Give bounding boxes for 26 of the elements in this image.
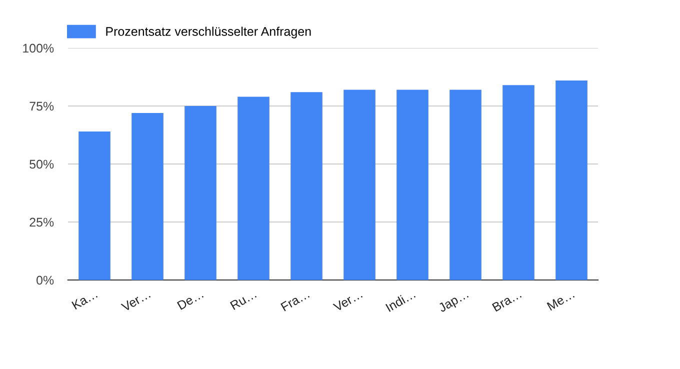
- legend-label: Prozentsatz verschlüsselter Anfragen: [106, 26, 311, 38]
- bar: [132, 112, 164, 280]
- bar: [184, 106, 216, 280]
- bar: [450, 90, 482, 280]
- bar: [290, 92, 322, 280]
- bar: [344, 90, 376, 280]
- x-tick-label: Fra…: [280, 290, 310, 312]
- bar: [502, 85, 534, 280]
- x-tick-label: Ka…: [72, 290, 98, 310]
- y-tick-label: 0%: [36, 276, 54, 285]
- bar: [556, 80, 588, 280]
- bar: [396, 90, 428, 280]
- x-tick-label: Ver…: [120, 290, 151, 312]
- y-tick-label: 75%: [30, 102, 54, 111]
- x-tick-label: Bra…: [492, 290, 522, 312]
- bar: [238, 96, 270, 280]
- x-tick-label: Jap…: [438, 290, 470, 315]
- bar: [78, 132, 110, 280]
- y-tick-label: 50%: [30, 160, 54, 169]
- x-tick-label: Indi…: [385, 289, 416, 312]
- y-tick-label: 25%: [30, 218, 54, 227]
- x-tick-label: De…: [176, 290, 204, 310]
- x-tick-label: Ver…: [332, 290, 363, 312]
- x-tick-label: Me…: [546, 290, 575, 311]
- x-tick-label: Ru…: [230, 290, 257, 310]
- y-tick-label: 100%: [23, 44, 54, 53]
